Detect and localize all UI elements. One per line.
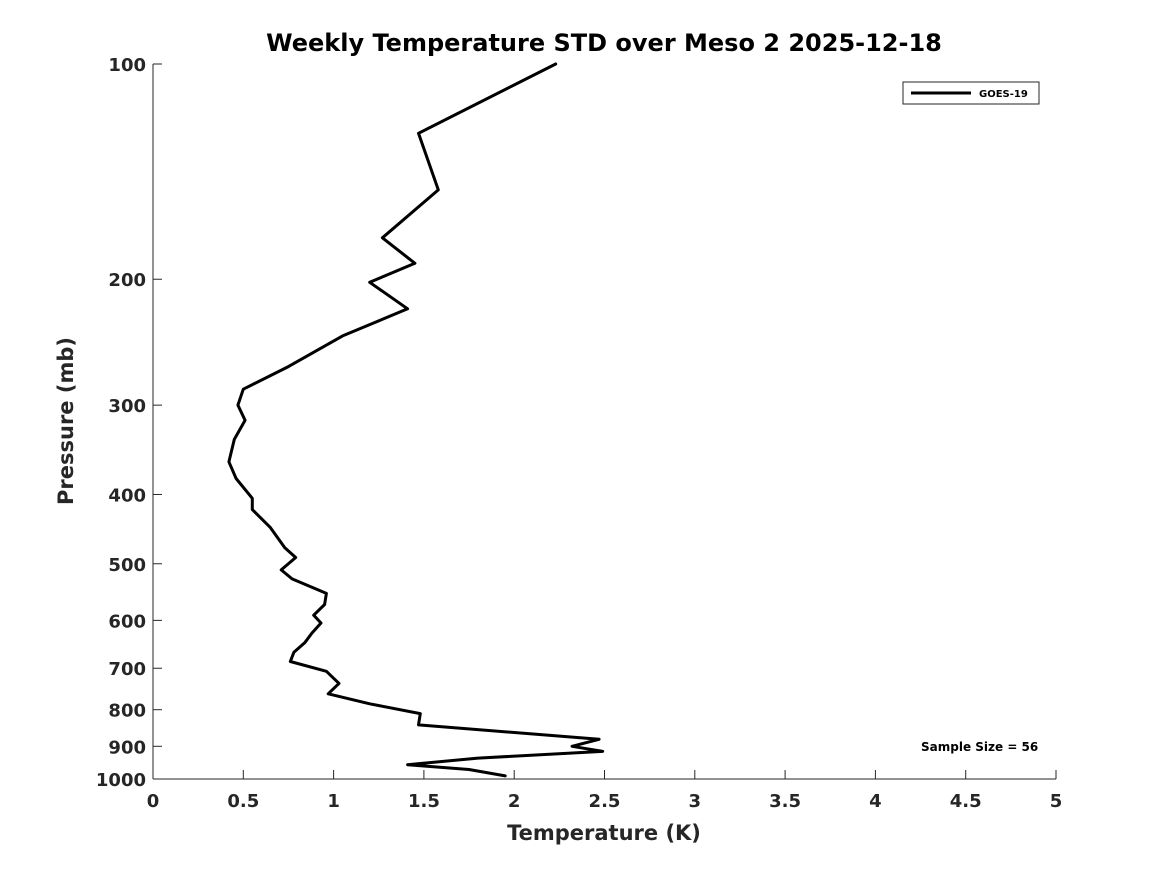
x-tick-label: 4.5	[950, 791, 982, 812]
y-tick-label: 800	[108, 701, 146, 722]
x-tick-label: 2.5	[589, 791, 621, 812]
y-tick-label: 900	[108, 737, 146, 758]
legend: GOES-19	[902, 81, 1040, 105]
series-line-goes-19	[227, 62, 605, 778]
x-tick-label: 1	[327, 791, 340, 812]
sample-size-annotation: Sample Size = 56	[921, 740, 1038, 754]
y-tick-label: 100	[108, 55, 146, 76]
x-tick-label: 0	[147, 791, 160, 812]
x-axis-ticks: 0 0.5 1 1.5 2 2.5 3 3.5 4 4.5 5	[147, 770, 1063, 812]
x-tick-label: 2	[508, 791, 521, 812]
x-tick-label: 4	[869, 791, 882, 812]
y-tick-label: 300	[108, 396, 146, 417]
y-tick-label: 500	[108, 555, 146, 576]
x-tick-label: 5	[1050, 791, 1063, 812]
chart-title: Weekly Temperature STD over Meso 2 2025-…	[266, 29, 942, 57]
y-axis-label: Pressure (mb)	[54, 337, 78, 505]
y-tick-label: 400	[108, 485, 146, 506]
legend-entry-goes-19: GOES-19	[979, 89, 1028, 100]
x-axis-label: Temperature (K)	[507, 821, 701, 845]
y-tick-label: 700	[108, 659, 146, 680]
x-tick-label: 3	[689, 791, 702, 812]
x-tick-label: 3.5	[769, 791, 801, 812]
x-tick-label: 1.5	[408, 791, 440, 812]
y-tick-label: 200	[108, 270, 146, 291]
y-axis-ticks: 100 200 300 400 500 600 700 800 900 1000	[96, 55, 162, 791]
x-tick-label: 0.5	[227, 791, 259, 812]
y-tick-label: 1000	[96, 770, 146, 791]
y-tick-label: 600	[108, 611, 146, 632]
